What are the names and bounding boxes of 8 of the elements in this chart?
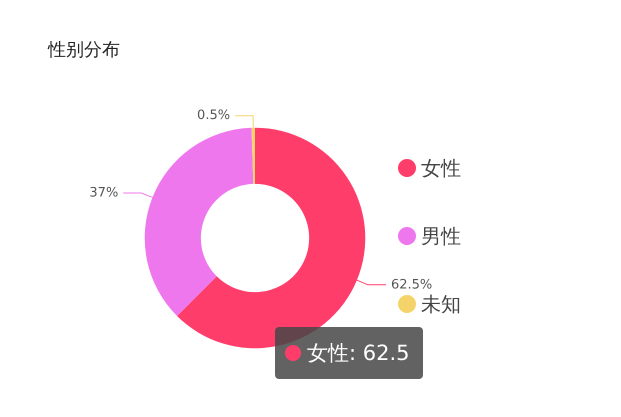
text: 女性: 62.5 <box>307 340 410 367</box>
legend-label: 男性 <box>421 224 461 248</box>
legend-label: 未知 <box>421 292 461 316</box>
chart-title: 性别分布 <box>47 40 120 60</box>
data-label: 0.5% <box>197 108 230 124</box>
data-label: 62.5% <box>390 277 432 292</box>
legend-label: 女性 <box>421 156 461 180</box>
data-label: 37% <box>89 185 118 200</box>
